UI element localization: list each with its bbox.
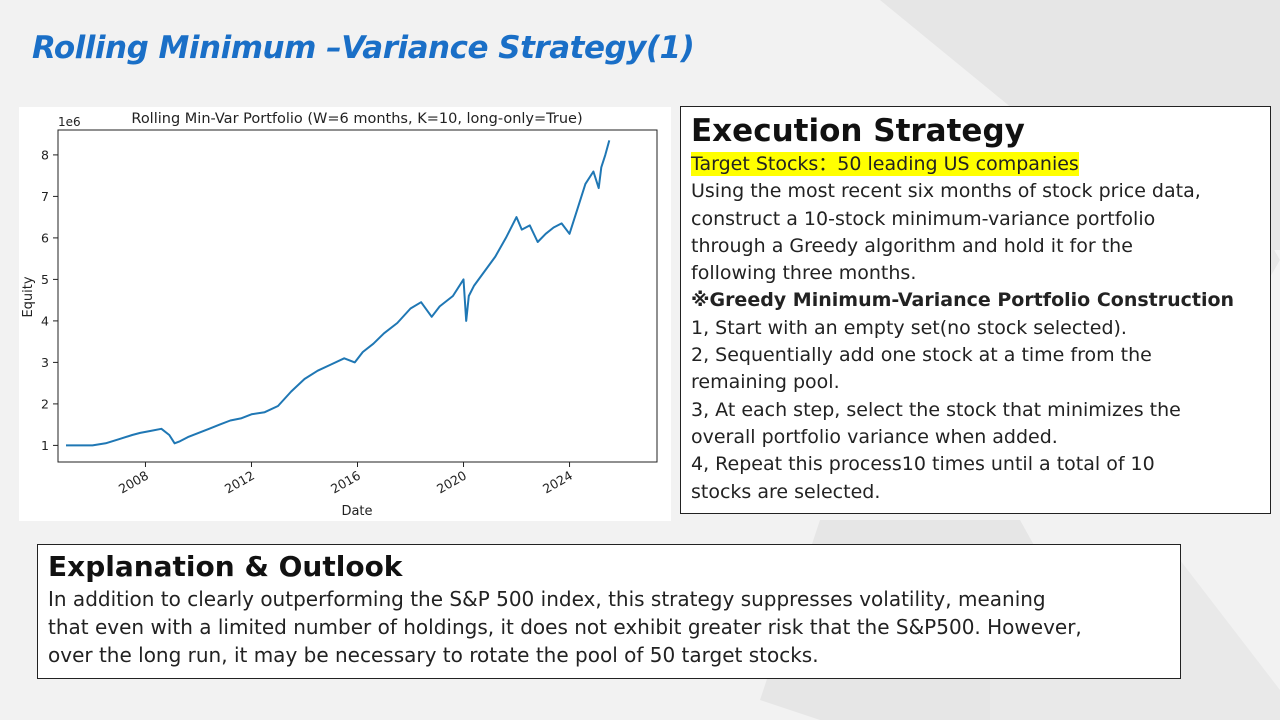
y-tick-label: 7 <box>41 189 49 204</box>
y-scale-label: 1e6 <box>58 115 81 129</box>
x-tick-label: 2008 <box>116 468 151 497</box>
x-tick-label: 2024 <box>540 468 575 497</box>
target-stocks-highlight: Target Stocks：50 leading US companies <box>691 152 1079 176</box>
explanation-outlook-box: Explanation & Outlook In addition to cle… <box>37 544 1181 679</box>
x-axis-ticks: 2008 2012 2016 2020 2024 <box>116 462 575 497</box>
step-line: 2, Sequentially add one stock at a time … <box>691 344 1152 367</box>
execution-heading: Execution Strategy <box>691 113 1025 149</box>
step-line: 1, Start with an empty set(no stock sele… <box>691 316 1127 339</box>
y-tick-label: 5 <box>41 272 49 287</box>
x-tick-label: 2020 <box>434 468 469 497</box>
y-tick-label: 1 <box>41 438 49 453</box>
equity-chart-svg: Rolling Min-Var Portfolio (W=6 months, K… <box>21 111 658 519</box>
explanation-heading: Explanation & Outlook <box>48 550 403 583</box>
step-line: stocks are selected. <box>691 480 881 503</box>
plot-frame <box>57 129 658 463</box>
x-tick-label: 2016 <box>328 468 363 497</box>
equity-series-line <box>66 140 611 447</box>
execution-strategy-box: Execution Strategy Target Stocks：50 lead… <box>680 106 1271 514</box>
step-line: 3, At each step, select the stock that m… <box>691 398 1181 421</box>
x-tick-label: 2012 <box>222 468 257 497</box>
explanation-line: over the long run, it may be necessary t… <box>48 643 819 667</box>
y-tick-label: 2 <box>41 396 49 411</box>
execution-line: Using the most recent six months of stoc… <box>691 180 1201 203</box>
y-tick-label: 4 <box>41 313 49 328</box>
step-line: overall portfolio variance when added. <box>691 425 1058 448</box>
equity-chart: Rolling Min-Var Portfolio (W=6 months, K… <box>19 107 671 521</box>
y-tick-label: 3 <box>41 355 49 370</box>
chart-title: Rolling Min-Var Portfolio (W=6 months, K… <box>131 111 582 127</box>
greedy-heading: ※Greedy Minimum-Variance Portfolio Const… <box>691 289 1235 312</box>
step-line: 4, Repeat this process10 times until a t… <box>691 453 1155 476</box>
y-tick-label: 6 <box>41 230 49 245</box>
execution-line: construct a 10-stock minimum-variance po… <box>691 207 1156 230</box>
execution-line: through a Greedy algorithm and hold it f… <box>691 234 1133 257</box>
step-line: remaining pool. <box>691 371 840 394</box>
x-axis-label: Date <box>341 504 372 519</box>
y-axis-label: Equity <box>21 276 36 317</box>
y-axis-ticks: 1 2 3 4 5 6 7 8 <box>41 147 58 453</box>
y-tick-label: 8 <box>41 147 49 162</box>
execution-line: following three months. <box>691 262 917 285</box>
explanation-line: In addition to clearly outperforming the… <box>48 587 1046 611</box>
explanation-line: that even with a limited number of holdi… <box>48 615 1082 639</box>
slide-title: Rolling Minimum –Variance Strategy(1) <box>32 30 695 66</box>
